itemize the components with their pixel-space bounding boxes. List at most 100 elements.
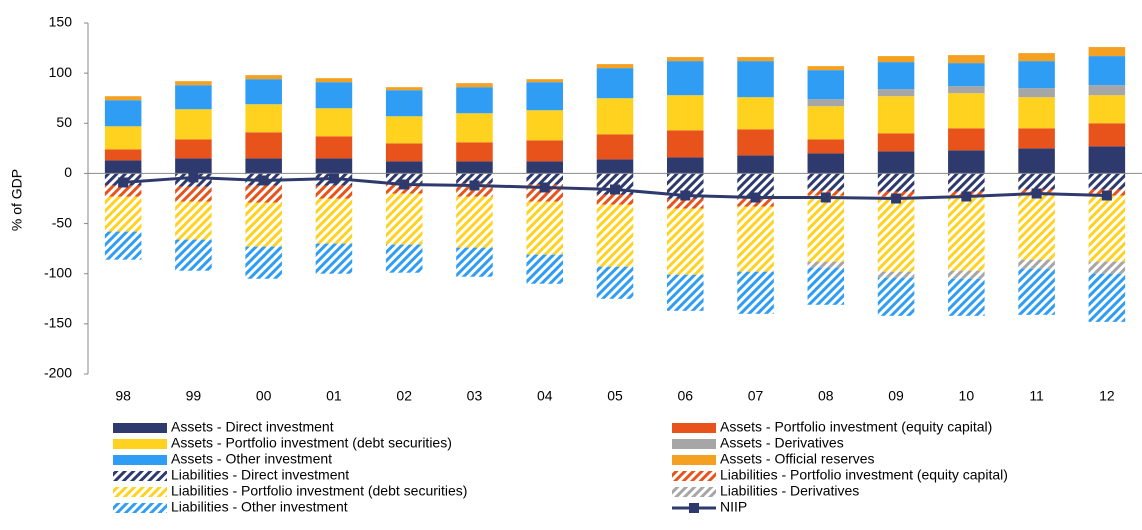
bar-segment [1018,268,1055,315]
legend-item: Assets - Official reserves [672,451,875,467]
bar-segment [737,271,774,314]
bar-segment [737,129,774,156]
bar-segment [596,194,634,205]
legend-swatch [113,487,167,497]
bar-segment [1088,146,1126,174]
bar-segment [948,55,985,64]
legend-label: Assets - Portfolio investment (equity ca… [720,419,992,435]
line-marker [188,172,199,183]
bar-segment [948,270,985,279]
bar-segment [245,79,282,105]
bar-segment [877,277,915,316]
legend-item: Liabilities - Other investment [113,499,348,515]
bar-segment [104,126,142,150]
x-tick-label: 03 [467,388,483,404]
legend-label: Assets - Other investment [171,451,332,467]
bar-segment [175,85,212,110]
line-marker [539,182,550,193]
bar-segment [877,89,915,97]
bar-segment [877,196,915,272]
legend-item: Assets - Direct investment [113,419,334,435]
bar-segment [245,104,282,133]
bar-segment [807,66,845,71]
legend-swatch [113,423,167,433]
bar-segment [315,158,353,174]
bar-segment [245,132,282,159]
x-tick-label: 02 [396,388,412,404]
bar-segment [1018,88,1055,98]
y-tick-label: -200 [44,365,72,381]
bar-segment [1088,261,1126,274]
bar-segment [526,79,564,83]
bar-segment [1088,273,1126,322]
x-tick-label: 11 [1029,388,1044,404]
bar-segment [385,87,423,91]
x-tick-label: 04 [537,388,553,404]
bar-segment [104,96,142,101]
legend-item: Assets - Other investment [113,451,332,467]
legend-swatch [672,439,716,449]
legend-label: Assets - Derivatives [720,435,844,451]
bar-segment [456,196,493,248]
legend-label: Liabilities - Other investment [171,499,348,515]
bar-segment [877,62,915,90]
bar-segment [1088,95,1126,124]
bar-segment [807,173,845,191]
y-tick-label: 100 [49,64,73,80]
x-tick-label: 07 [748,388,764,404]
x-tick-label: 98 [115,388,131,404]
bar-segment [596,134,634,160]
bar-segment [807,99,845,107]
bar-segment [596,266,634,299]
bar-segment [948,63,985,87]
line-marker [399,179,410,190]
bar-segment [175,81,212,86]
legend-item: Assets - Derivatives [672,435,844,451]
legend-swatch [113,455,167,465]
bar-segment [104,185,142,197]
line-marker [1031,188,1042,199]
bar-segment [807,139,845,154]
legend-item: Liabilities - Portfolio investment (debt… [113,483,467,499]
legend-label: Liabilities - Direct investment [171,467,349,483]
bar-segment [385,173,423,184]
bar-segment [877,151,915,174]
bar-segment [666,157,704,174]
bar-segment [315,136,353,159]
bar-segment [104,231,142,260]
bar-segment [737,97,774,130]
legend-item: Assets - Portfolio investment (equity ca… [672,419,992,435]
line-marker [891,193,902,204]
line-marker [1101,190,1112,201]
legend-item: Liabilities - Direct investment [113,467,349,483]
bar-segment [1018,128,1055,149]
bar-segment [1018,259,1055,269]
bar-segment [456,87,493,114]
bar-segment [245,202,282,247]
x-tick-label: 08 [818,388,834,404]
bar-segment [104,100,142,127]
bar-segment [104,160,142,174]
legend-label: Assets - Official reserves [720,451,875,467]
bar-segment [737,61,774,98]
bar-segment [1018,148,1055,174]
bar-segment [737,198,774,207]
bar-segment [456,83,493,88]
bar-segment [1088,173,1126,190]
bar-segment [807,267,845,305]
bar-segment [526,201,564,255]
bar-segment [737,57,774,62]
bar-segment [315,198,353,244]
legend-label: Liabilities - Portfolio investment (debt… [171,483,467,499]
bar-segment [456,247,493,277]
legend-label: Assets - Portfolio investment (debt secu… [171,435,452,451]
bar-segment [1088,47,1126,57]
bar-segment [175,201,212,240]
bar-segment [948,173,985,192]
bar-segment [175,239,212,271]
bar-segment [385,90,423,117]
legend-swatch [113,471,167,481]
bar-segment [385,161,423,174]
bar-segment [596,159,634,174]
bar-segment [315,78,353,83]
